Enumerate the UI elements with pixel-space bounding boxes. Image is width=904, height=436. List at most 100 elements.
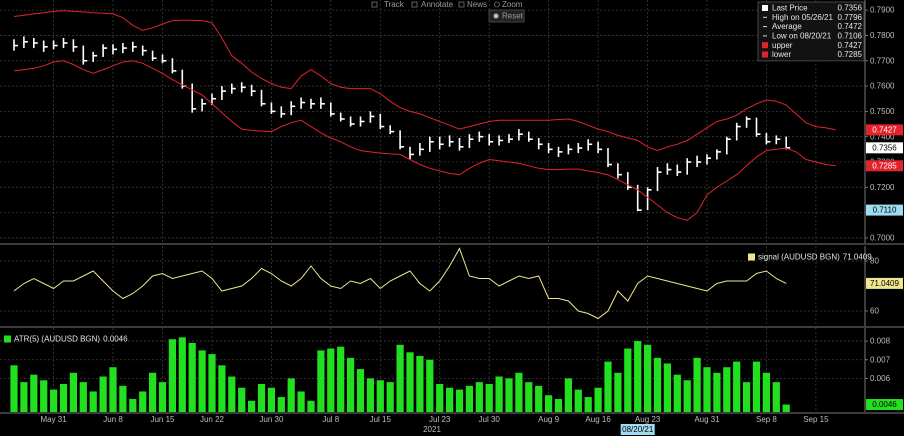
annotate-icon bbox=[411, 1, 418, 8]
marker-label: 0.7110 bbox=[873, 206, 897, 215]
x-tick-label: Aug 9 bbox=[538, 415, 559, 424]
atr-bar bbox=[376, 380, 384, 412]
atr-bar bbox=[40, 380, 48, 412]
legend-label: Low on 08/20/21 bbox=[772, 32, 832, 41]
atr-bar bbox=[267, 387, 275, 412]
x-tick-label: Jul 23 bbox=[429, 415, 451, 424]
legend-value: 0.7427 bbox=[838, 41, 863, 50]
legend-value: 0.7106 bbox=[838, 32, 863, 41]
atr-bar bbox=[317, 350, 325, 412]
x-tick-label: Aug 23 bbox=[635, 415, 661, 424]
atr-bar bbox=[356, 369, 365, 412]
x-tick-label: Aug 16 bbox=[585, 415, 611, 424]
x-tick-label: Sep 15 bbox=[803, 415, 829, 424]
x-tick-label: Jun 30 bbox=[259, 415, 284, 424]
atr-bar bbox=[158, 382, 167, 412]
atr-bar bbox=[752, 361, 761, 412]
atr-bar bbox=[673, 374, 681, 412]
y-tick-label: 0.7800 bbox=[870, 31, 895, 40]
atr-bar bbox=[574, 389, 582, 412]
series-line bbox=[13, 247, 787, 320]
reset-icon bbox=[493, 13, 499, 19]
atr-bar bbox=[703, 367, 711, 412]
y-tick-label: 0.007 bbox=[870, 355, 891, 364]
atr-bar bbox=[653, 357, 662, 412]
x-tick-label: May 31 bbox=[40, 415, 67, 424]
toolbar-zoom[interactable]: Zoom bbox=[502, 0, 523, 9]
crosshair-date: 08/20/21 bbox=[622, 425, 654, 434]
atr-bar bbox=[446, 387, 454, 412]
atr-bar bbox=[79, 382, 87, 412]
series-line bbox=[13, 10, 836, 152]
atr-bar bbox=[713, 372, 721, 412]
legend-frame bbox=[757, 1, 865, 62]
legend-value: 0.0046 bbox=[103, 335, 128, 344]
atr-bar bbox=[584, 397, 592, 412]
legend-label: Last Price bbox=[772, 4, 808, 13]
atr-bar bbox=[683, 380, 691, 412]
atr-bar bbox=[624, 348, 632, 412]
atr-bar bbox=[238, 387, 246, 412]
atr-bar bbox=[129, 398, 137, 412]
atr-bar bbox=[406, 352, 414, 412]
last-value-label: 0.0046 bbox=[872, 400, 897, 409]
reset-button[interactable] bbox=[488, 9, 525, 23]
atr-bar bbox=[248, 400, 256, 412]
atr-bar bbox=[743, 382, 751, 412]
atr-bar bbox=[99, 376, 107, 412]
y-tick-label: 0.7000 bbox=[870, 234, 895, 243]
legend-marker bbox=[762, 51, 768, 58]
legend-label: Average bbox=[772, 22, 802, 31]
atr-bar bbox=[416, 356, 424, 412]
x-tick-label: Jul 30 bbox=[479, 415, 501, 424]
legend-marker bbox=[762, 42, 768, 49]
atr-bar bbox=[485, 384, 493, 412]
atr-bar bbox=[426, 359, 434, 412]
news-icon bbox=[458, 1, 465, 8]
toolbar-annotate[interactable]: Annotate bbox=[421, 0, 454, 9]
atr-bar bbox=[218, 365, 226, 412]
atr-bar bbox=[228, 376, 236, 412]
y-tick-label: 0.7400 bbox=[870, 132, 895, 141]
track-icon bbox=[371, 1, 378, 8]
y-tick-label: 0.7700 bbox=[870, 56, 895, 65]
legend-value: 0.7796 bbox=[838, 13, 863, 22]
y-tick-label: 0.7600 bbox=[870, 82, 895, 91]
last-value-box bbox=[866, 277, 903, 289]
atr-bar bbox=[475, 382, 483, 412]
last-value-label: 0.7356 bbox=[872, 143, 897, 152]
last-value-box bbox=[866, 124, 903, 136]
atr-bar bbox=[168, 339, 176, 412]
atr-bar bbox=[396, 344, 404, 412]
atr-bar bbox=[297, 391, 305, 412]
legend-label: High on 05/26/21 bbox=[772, 13, 833, 22]
toolbar-track[interactable]: Track bbox=[384, 0, 405, 9]
atr-bar bbox=[723, 367, 731, 412]
atr-bar bbox=[20, 382, 28, 412]
last-value-box bbox=[866, 142, 903, 154]
atr-bar bbox=[505, 378, 513, 412]
atr-bar bbox=[495, 376, 503, 412]
last-value-label: 0.7285 bbox=[872, 161, 897, 170]
legend-value: 71.0409 bbox=[843, 253, 872, 262]
atr-bar bbox=[515, 372, 523, 412]
legend-label: upper bbox=[772, 41, 793, 50]
atr-bar bbox=[287, 378, 295, 412]
atr-bar bbox=[762, 372, 770, 412]
toolbar-news[interactable]: News bbox=[467, 0, 487, 9]
last-value-box bbox=[866, 399, 903, 411]
atr-bar bbox=[545, 395, 553, 412]
reset-label[interactable]: Reset bbox=[502, 12, 524, 21]
x-tick-label: Jun 8 bbox=[103, 415, 123, 424]
atr-bar bbox=[337, 346, 345, 412]
atr-bar bbox=[386, 382, 394, 412]
legend-marker bbox=[4, 335, 11, 343]
x-tick-label: Sep 8 bbox=[756, 415, 777, 424]
legend-marker bbox=[762, 5, 768, 11]
atr-bar bbox=[634, 341, 642, 412]
atr-bar bbox=[663, 363, 671, 412]
atr-bar bbox=[782, 404, 790, 412]
atr-bar bbox=[188, 342, 196, 412]
